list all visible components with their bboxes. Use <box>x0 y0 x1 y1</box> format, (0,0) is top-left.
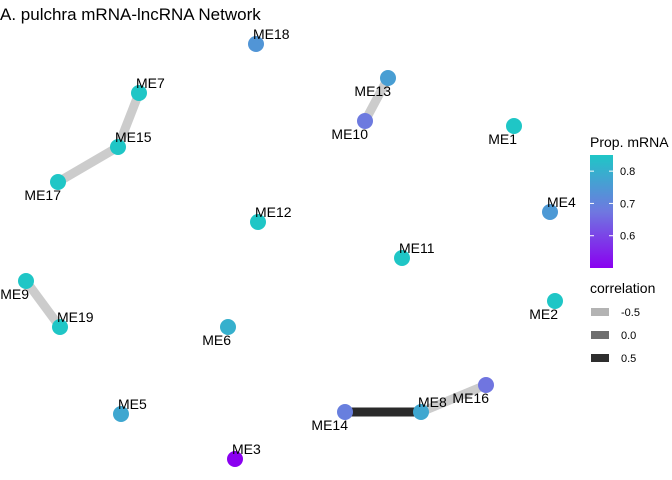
node-me4 <box>542 204 558 220</box>
node-me17 <box>50 174 66 190</box>
edge-me13-me10 <box>361 75 392 124</box>
node-label-me1: ME1 <box>488 131 517 147</box>
node-me14 <box>337 404 353 420</box>
node-label-me15: ME15 <box>115 129 152 145</box>
node-me5 <box>113 406 129 422</box>
edge-legend-label: 0.5 <box>621 353 636 365</box>
color-legend: Prop. mRNA 0.8 0.7 0.6 <box>590 134 669 268</box>
color-legend-tick-label: 0.7 <box>620 198 635 210</box>
edge-legend-title: correlation <box>590 280 655 296</box>
node-label-me17: ME17 <box>24 187 61 203</box>
node-label-me14: ME14 <box>311 417 348 433</box>
node-me19 <box>52 319 68 335</box>
node-me11 <box>394 250 410 266</box>
edge-legend-items: -0.5 0.0 0.5 <box>591 307 640 365</box>
node-label-me5: ME5 <box>118 396 147 412</box>
node-me7 <box>131 85 147 101</box>
node-label-me2: ME2 <box>529 306 558 322</box>
node-label-me10: ME10 <box>331 126 368 142</box>
edge-me7-me15 <box>113 91 144 149</box>
edges-layer <box>22 75 488 417</box>
color-legend-tick-label: 0.8 <box>620 166 635 178</box>
node-me1 <box>506 118 522 134</box>
node-me16 <box>478 377 494 393</box>
node-me15 <box>110 139 126 155</box>
node-label-me18: ME18 <box>253 26 290 42</box>
edge-legend-label: -0.5 <box>621 307 640 319</box>
color-legend-ticks: 0.8 0.7 0.6 <box>590 166 635 243</box>
node-me6 <box>220 319 236 335</box>
node-label-me6: ME6 <box>202 332 231 348</box>
node-me9 <box>18 273 34 289</box>
chart-title: A. pulchra mRNA-lncRNA Network <box>0 5 261 24</box>
node-label-me8: ME8 <box>418 394 447 410</box>
edge-legend-label: 0.0 <box>621 330 636 342</box>
edge-me9-me19 <box>22 278 64 330</box>
node-label-me12: ME12 <box>255 204 292 220</box>
color-legend-bar <box>590 155 613 268</box>
node-me12 <box>250 214 266 230</box>
color-legend-tick-label: 0.6 <box>620 231 635 243</box>
edge-legend: correlation -0.5 0.0 0.5 <box>590 280 655 365</box>
node-label-me3: ME3 <box>232 441 261 457</box>
nodes-layer <box>18 36 563 467</box>
node-label-me13: ME13 <box>354 83 391 99</box>
node-me3 <box>227 451 243 467</box>
edge-me8-me16 <box>419 380 488 417</box>
node-me8 <box>413 404 429 420</box>
node-label-me9: ME9 <box>0 286 29 302</box>
color-legend-title: Prop. mRNA <box>590 134 669 150</box>
node-me18 <box>248 36 264 52</box>
node-label-me16: ME16 <box>452 390 489 406</box>
node-me13 <box>380 70 396 86</box>
node-label-me19: ME19 <box>57 309 94 325</box>
labels-layer: ME1 ME2 ME3 ME4 ME5 ME6 ME7 ME8 ME9 ME10 ME11 ME12 M… <box>0 26 576 457</box>
node-label-me7: ME7 <box>136 75 165 91</box>
node-me2 <box>547 293 563 309</box>
node-label-me11: ME11 <box>399 240 435 256</box>
node-me10 <box>357 113 373 129</box>
node-label-me4: ME4 <box>547 194 576 210</box>
edge-me15-me17 <box>55 143 121 186</box>
